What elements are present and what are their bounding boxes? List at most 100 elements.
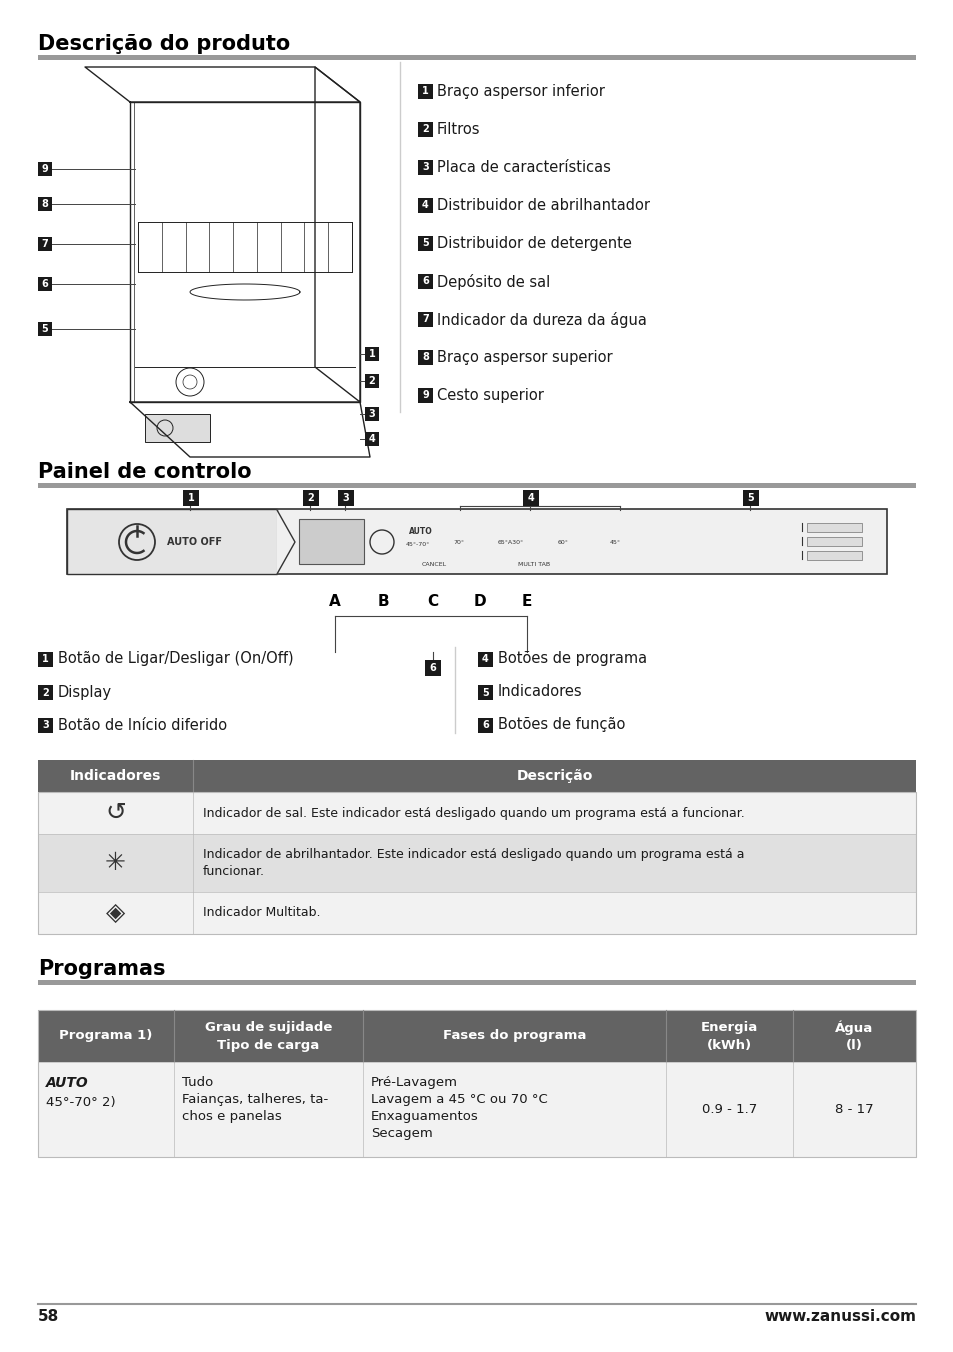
Text: AUTO: AUTO <box>46 1076 89 1090</box>
Text: Programa 1): Programa 1) <box>59 1029 152 1042</box>
Text: C: C <box>427 595 438 610</box>
Text: 5: 5 <box>481 688 488 698</box>
Bar <box>806 537 862 546</box>
Bar <box>417 160 433 174</box>
Text: Enxaguamentos: Enxaguamentos <box>371 1110 478 1124</box>
Text: 3: 3 <box>42 721 49 730</box>
Bar <box>365 433 378 446</box>
Text: 5: 5 <box>747 493 754 503</box>
Text: 1: 1 <box>42 654 49 664</box>
Text: Descrição: Descrição <box>516 769 592 783</box>
Text: Filtros: Filtros <box>436 122 480 137</box>
Bar <box>365 407 378 420</box>
Bar <box>38 760 915 792</box>
Text: ◈: ◈ <box>106 900 125 925</box>
Text: Botões de programa: Botões de programa <box>497 652 646 667</box>
Bar <box>477 652 493 667</box>
Bar <box>38 792 915 934</box>
Bar <box>742 489 759 506</box>
Text: CANCEL: CANCEL <box>421 562 446 566</box>
Bar <box>303 489 318 506</box>
Text: 3: 3 <box>368 410 375 419</box>
Bar <box>417 312 433 327</box>
Text: Distribuidor de detergente: Distribuidor de detergente <box>436 237 631 251</box>
Bar <box>365 375 378 388</box>
Text: Indicadores: Indicadores <box>70 769 161 783</box>
Text: 2: 2 <box>421 124 429 134</box>
Bar <box>477 718 493 733</box>
Text: AUTO OFF: AUTO OFF <box>167 537 222 548</box>
Text: 1: 1 <box>368 349 375 360</box>
Bar <box>38 1063 915 1157</box>
Bar <box>38 718 53 733</box>
Text: 45°: 45° <box>609 539 619 545</box>
Text: 4: 4 <box>481 654 488 664</box>
Text: Braço aspersor superior: Braço aspersor superior <box>436 350 612 365</box>
Text: 2: 2 <box>307 493 314 503</box>
Text: 6: 6 <box>42 279 49 289</box>
Text: Cesto superior: Cesto superior <box>436 388 543 403</box>
Text: Indicadores: Indicadores <box>497 684 582 699</box>
Text: Descrição do produto: Descrição do produto <box>38 34 290 54</box>
Text: 7: 7 <box>42 239 49 249</box>
Text: B: B <box>376 595 389 610</box>
Text: 6: 6 <box>429 662 436 673</box>
Bar <box>365 347 378 361</box>
Text: 70°: 70° <box>453 539 464 545</box>
Bar <box>38 1010 915 1063</box>
Text: ↺: ↺ <box>105 800 126 825</box>
Text: 5: 5 <box>421 238 429 249</box>
Polygon shape <box>276 510 294 575</box>
Text: Indicador da dureza da água: Indicador da dureza da água <box>436 311 646 327</box>
Text: 2: 2 <box>42 688 49 698</box>
Bar <box>38 55 915 59</box>
Bar <box>806 552 862 560</box>
Text: 1: 1 <box>188 493 194 503</box>
Text: 8 - 17: 8 - 17 <box>835 1103 873 1115</box>
Text: (l): (l) <box>845 1038 862 1052</box>
Text: 45°-70° 2): 45°-70° 2) <box>46 1096 115 1109</box>
Text: Fases do programa: Fases do programa <box>442 1029 585 1042</box>
Text: Painel de controlo: Painel de controlo <box>38 462 252 483</box>
Bar <box>145 414 210 442</box>
Text: 5: 5 <box>42 324 49 334</box>
Text: 7: 7 <box>421 315 429 324</box>
Bar <box>67 508 886 575</box>
Text: D: D <box>474 595 486 610</box>
Text: Grau de sujidade: Grau de sujidade <box>205 1022 332 1034</box>
Text: 2: 2 <box>368 376 375 387</box>
Bar <box>38 652 53 667</box>
Text: ✳: ✳ <box>105 850 126 875</box>
Bar <box>38 980 915 986</box>
Bar <box>417 350 433 365</box>
Text: Display: Display <box>58 684 112 699</box>
Text: AUTO: AUTO <box>409 527 433 537</box>
Text: Botão de Ligar/Desligar (On/Off): Botão de Ligar/Desligar (On/Off) <box>58 652 294 667</box>
Text: Lavagem a 45 °C ou 70 °C: Lavagem a 45 °C ou 70 °C <box>371 1092 547 1106</box>
Text: chos e panelas: chos e panelas <box>182 1110 281 1124</box>
Text: Indicador Multitab.: Indicador Multitab. <box>203 906 320 919</box>
Text: Indicador de abrilhantador. Este indicador está desligado quando um programa est: Indicador de abrilhantador. Este indicad… <box>203 848 743 861</box>
Bar <box>417 388 433 403</box>
Text: 4: 4 <box>527 493 534 503</box>
Text: 3: 3 <box>421 162 429 173</box>
Text: 4: 4 <box>368 434 375 443</box>
Bar <box>806 523 862 531</box>
Text: 0.9 - 1.7: 0.9 - 1.7 <box>701 1103 757 1115</box>
Text: Tipo de carga: Tipo de carga <box>217 1038 319 1052</box>
Bar <box>38 197 52 211</box>
Text: www.zanussi.com: www.zanussi.com <box>763 1309 915 1324</box>
Bar <box>424 660 440 676</box>
Text: 9: 9 <box>42 164 49 174</box>
Text: 4: 4 <box>421 200 429 211</box>
Text: funcionar.: funcionar. <box>203 865 265 877</box>
Bar <box>38 792 915 834</box>
Bar <box>38 1010 915 1157</box>
Text: E: E <box>521 595 532 610</box>
Bar <box>417 274 433 289</box>
Text: Indicador de sal. Este indicador está desligado quando um programa está a funcio: Indicador de sal. Este indicador está de… <box>203 807 744 819</box>
Text: 9: 9 <box>421 391 429 400</box>
Text: Secagem: Secagem <box>371 1128 432 1140</box>
Text: (kWh): (kWh) <box>706 1038 751 1052</box>
Bar <box>38 834 915 892</box>
